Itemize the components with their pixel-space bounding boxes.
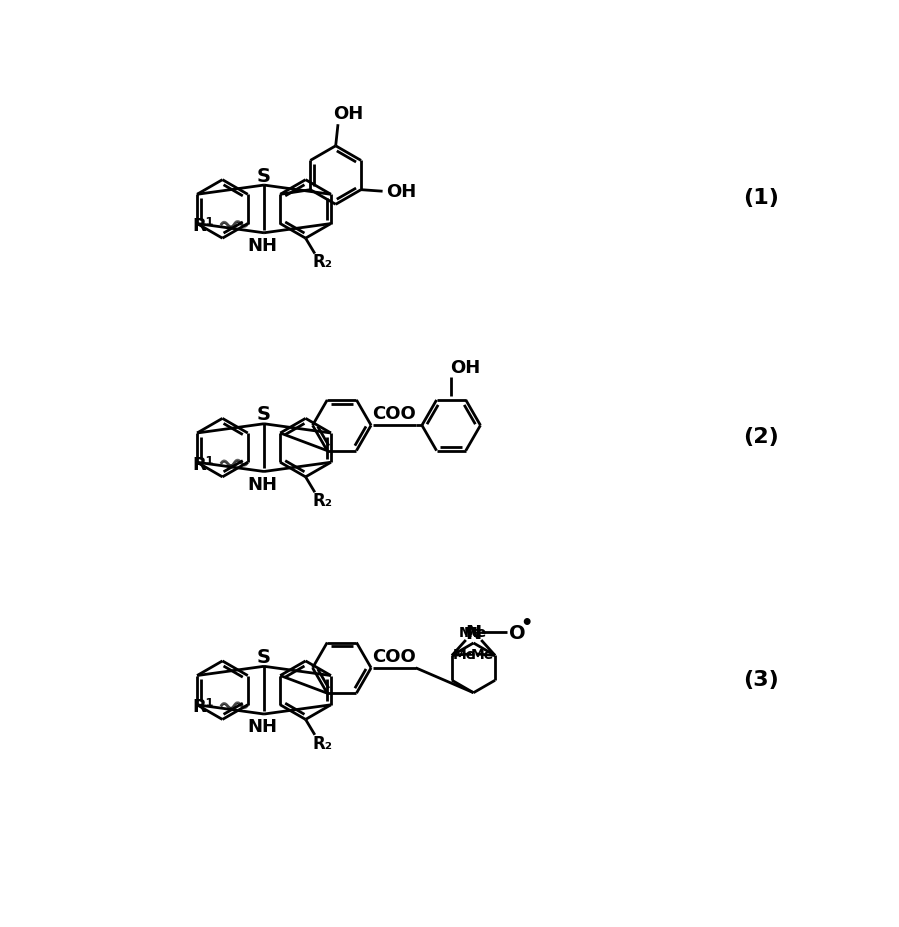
Text: R¹: R¹ [192,698,214,716]
Text: (1): (1) [743,188,779,209]
Text: NH: NH [247,476,278,493]
Text: R₂: R₂ [313,734,333,752]
Text: NH: NH [247,717,278,735]
Text: Me: Me [471,647,494,661]
Text: •: • [521,614,533,633]
Text: R¹: R¹ [192,217,214,235]
Text: Me: Me [464,626,486,640]
Text: N: N [466,623,482,642]
Text: NH: NH [247,237,278,255]
Text: R¹: R¹ [192,455,214,474]
Text: COO: COO [372,404,416,423]
Text: S: S [257,405,271,424]
Text: S: S [257,166,271,185]
Text: O: O [509,623,526,642]
Text: R₂: R₂ [313,253,333,271]
Text: OH: OH [386,183,416,201]
Text: OH: OH [333,106,363,123]
Text: OH: OH [450,359,480,376]
Text: Me: Me [452,647,476,661]
Text: (2): (2) [743,426,779,447]
Text: R₂: R₂ [313,491,333,510]
Text: COO: COO [372,647,416,665]
Text: (3): (3) [743,669,779,689]
Text: Me: Me [458,626,482,640]
Text: S: S [257,647,271,667]
